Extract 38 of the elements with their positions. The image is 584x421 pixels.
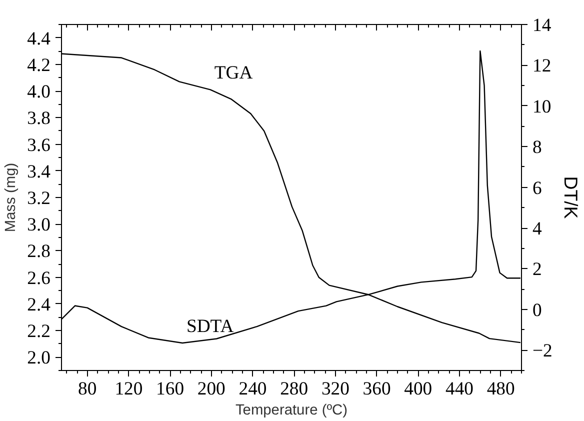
y2-tick-label: 10 [532, 96, 552, 118]
y2-tick-label: 4 [532, 218, 542, 240]
y-tick-label: 4.0 [27, 82, 51, 103]
x-tick-label: 80 [78, 378, 97, 400]
x-axis-title: Temperature (ºC) [235, 402, 348, 418]
y-tick-label: 2.2 [27, 321, 51, 342]
x-tick-label: 440 [445, 378, 474, 400]
y-tick-label: 3.0 [27, 214, 51, 236]
series-label: SDTA [186, 316, 234, 338]
x-tick-label: 280 [280, 378, 308, 400]
y-tick-label: 3.8 [27, 108, 51, 130]
y2-axis-title: DT/K [560, 176, 582, 220]
y2-tick-label: 6 [532, 178, 542, 199]
y2-tick-label: 12 [532, 56, 552, 77]
series-label: TGA [214, 62, 254, 84]
y-tick-label: 3.6 [27, 134, 51, 156]
y2-tick-label: 14 [532, 15, 552, 36]
y2-tick-label: 8 [532, 137, 542, 158]
y-tick-label: 2.4 [27, 294, 52, 316]
y-tick-label: 3.2 [27, 188, 51, 209]
x-tick-label: 160 [156, 378, 184, 400]
x-tick-label: 480 [486, 378, 515, 400]
y-tick-label: 2.8 [27, 241, 51, 262]
y-tick-label: 2.6 [27, 268, 51, 289]
y-tick-label: 2.0 [27, 348, 51, 369]
x-tick-label: 320 [321, 378, 350, 400]
x-tick-label: 200 [197, 378, 226, 400]
y2-tick-label: 2 [532, 259, 542, 280]
y2-tick-label: −2 [532, 340, 552, 362]
y-tick-label: 3.4 [27, 161, 52, 182]
x-tick-label: 360 [362, 378, 391, 400]
y2-tick-label: 0 [532, 300, 542, 321]
x-tick-label: 120 [114, 378, 143, 400]
x-tick-label: 400 [404, 378, 432, 400]
y-tick-label: 4.2 [27, 54, 51, 76]
y-axis-title: Mass (mg) [3, 162, 20, 232]
x-tick-label: 240 [238, 378, 267, 400]
y-tick-label: 4.4 [27, 28, 52, 50]
